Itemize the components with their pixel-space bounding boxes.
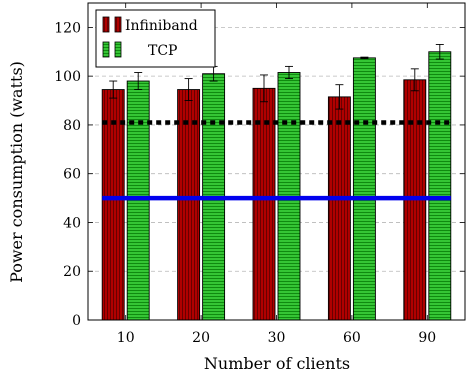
legend-swatch-tcp: [102, 41, 110, 58]
x-tick-labels: 10 20 30 60 90: [117, 330, 436, 346]
bar-tcp: [126, 80, 150, 321]
y-axis-label: Power consumption (watts): [7, 61, 26, 283]
x-tick-label: 10: [117, 330, 135, 346]
y-tick-label: 0: [72, 313, 81, 329]
y-tick-label: 40: [63, 215, 81, 231]
plot-frame: [87, 2, 466, 321]
bar-tcp: [428, 51, 452, 321]
x-tick-label: 90: [418, 330, 436, 346]
y-tick-label: 20: [63, 264, 81, 280]
y-tick-labels: 0 20 40 60 80 100 120: [54, 20, 81, 329]
axes: [87, 2, 466, 321]
bar-infiniband: [327, 96, 351, 321]
y-tick-label: 60: [63, 167, 81, 183]
x-tick-label: 20: [192, 330, 210, 346]
legend: Infiniband TCP: [95, 9, 216, 68]
bar-tcp: [352, 57, 376, 321]
x-tick-label: 30: [268, 330, 286, 346]
x-axis-label: Number of clients: [204, 354, 350, 373]
bars: [101, 51, 452, 321]
legend-label-tcp: TCP: [148, 43, 177, 59]
legend-swatch-tcp: [114, 41, 122, 58]
legend-label-infiniband: Infiniband: [125, 18, 198, 34]
y-tick-label: 100: [54, 69, 81, 85]
y-tick-label: 120: [54, 20, 81, 36]
y-tick-label: 80: [63, 118, 81, 134]
legend-swatch-infiniband: [114, 16, 122, 33]
legend-swatch-infiniband: [102, 16, 110, 33]
x-tick-label: 60: [343, 330, 361, 346]
reference-lines: [102, 120, 451, 201]
